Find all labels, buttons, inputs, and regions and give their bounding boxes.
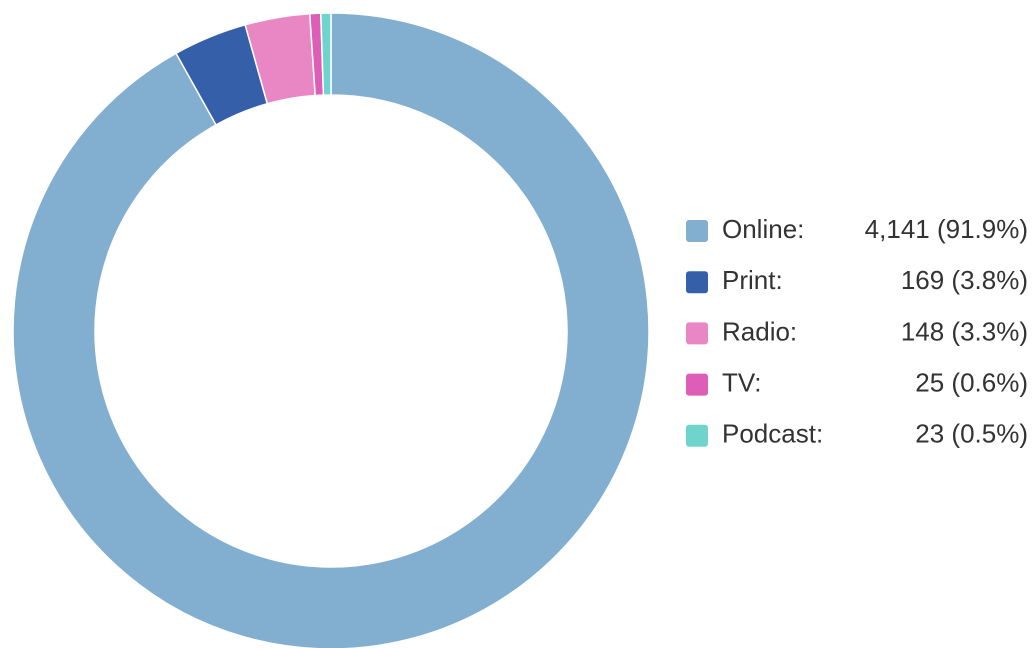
legend-value: 4,141 (91.9%) [865, 214, 1028, 244]
legend-swatch [686, 322, 708, 345]
legend-swatch [686, 271, 708, 294]
legend-label: Print: [722, 265, 783, 295]
legend-label: Radio: [722, 316, 797, 346]
legend-value: 169 (3.8%) [901, 265, 1028, 295]
legend-swatch [686, 424, 708, 447]
legend-label: Online: [722, 214, 804, 244]
donut-slice [12, 12, 650, 648]
legend-swatch [686, 220, 708, 242]
legend-label: Podcast: [722, 419, 823, 449]
legend-value: 148 (3.3%) [901, 316, 1028, 346]
legend-value: 23 (0.5%) [915, 419, 1028, 449]
legend-swatch [686, 373, 708, 396]
legend-label: TV: [722, 367, 761, 397]
legend-value: 25 (0.6%) [915, 367, 1028, 397]
donut-slice [320, 12, 332, 96]
